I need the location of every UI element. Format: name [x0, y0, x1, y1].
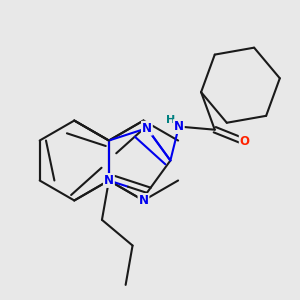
- Text: N: N: [104, 174, 114, 187]
- Text: N: N: [174, 120, 184, 133]
- Text: O: O: [240, 135, 250, 148]
- Text: N: N: [142, 122, 152, 135]
- Text: N: N: [139, 194, 148, 207]
- Text: H: H: [166, 115, 175, 125]
